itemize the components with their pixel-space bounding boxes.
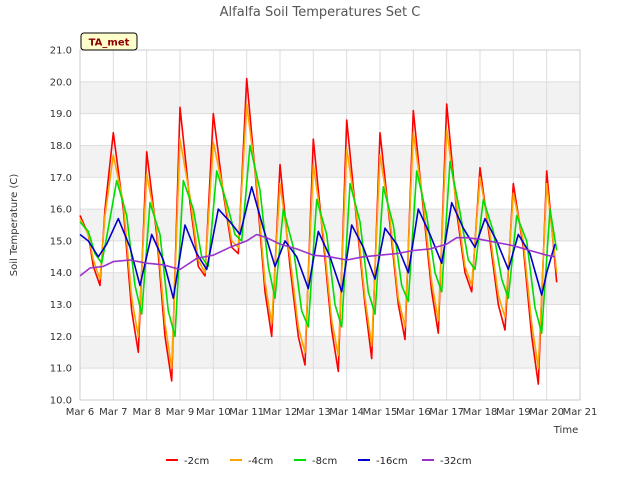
y-tick-label: 18.0	[50, 141, 72, 152]
legend-label: -8cm	[312, 456, 337, 467]
y-tick-label: 10.0	[50, 396, 72, 407]
x-tick-label: Mar 12	[263, 407, 298, 418]
plot-band	[80, 145, 580, 178]
x-axis-title: Time	[553, 425, 578, 436]
x-tick-label: Mar 18	[463, 407, 498, 418]
x-tick-label: Mar 10	[196, 407, 231, 418]
y-tick-label: 12.0	[50, 332, 72, 343]
x-tick-label: Mar 9	[166, 407, 194, 418]
y-tick-label: 13.0	[50, 300, 72, 311]
x-tick-label: Mar 21	[563, 407, 598, 418]
tag-box-background	[80, 32, 138, 51]
y-tick-label: 11.0	[50, 364, 72, 375]
x-tick-label: Mar 15	[363, 407, 398, 418]
series-line	[79, 186, 556, 300]
y-tick-label: 16.0	[50, 205, 72, 216]
y-tick-label: 20.0	[50, 77, 72, 88]
series-line	[79, 144, 558, 338]
x-tick-label: Mar 19	[496, 407, 531, 418]
series-group	[79, 77, 558, 385]
series-line	[79, 233, 556, 277]
tag-label: TA_met	[89, 38, 130, 49]
legend: -2cm -4cm -8cm -16cm -32cm	[166, 456, 472, 467]
y-tick-label: 15.0	[50, 236, 72, 247]
y-tick-label: 17.0	[50, 173, 72, 184]
x-tick-label: Mar 17	[429, 407, 464, 418]
x-tick-label: Mar 16	[396, 407, 431, 418]
series-line	[79, 103, 558, 370]
chart-title: Alfalfa Soil Temperatures Set C	[220, 5, 421, 20]
plot-frame	[79, 49, 581, 401]
plot-band	[80, 209, 580, 241]
y-tick-label: 14.0	[50, 268, 72, 279]
plot-band	[80, 336, 580, 369]
y-tick-label: 21.0	[50, 46, 72, 57]
x-tick-label: Mar 8	[132, 407, 160, 418]
y-tick-label: 19.0	[50, 109, 72, 120]
legend-label: -2cm	[184, 456, 209, 467]
x-tick-label: Mar 20	[529, 407, 564, 418]
legend-label: -32cm	[440, 456, 472, 467]
x-tick-label: Mar 7	[99, 407, 127, 418]
grid-lines	[79, 49, 581, 401]
x-tick-label: Mar 13	[296, 407, 331, 418]
x-tick-label: Mar 6	[66, 407, 94, 418]
plot-band	[80, 81, 580, 114]
x-tick-label: Mar 14	[329, 407, 364, 418]
legend-label: -4cm	[248, 456, 273, 467]
x-tick-label: Mar 11	[229, 407, 264, 418]
y-axis-title: Soil Temperature (C)	[9, 174, 20, 277]
y-tick-labels: 10.0 11.0 12.0 13.0 14.0 15.0 16.0 17.0 18.0 19.0…	[50, 46, 72, 407]
legend-label: -16cm	[376, 456, 408, 467]
tag-box: TA_met	[80, 32, 138, 51]
